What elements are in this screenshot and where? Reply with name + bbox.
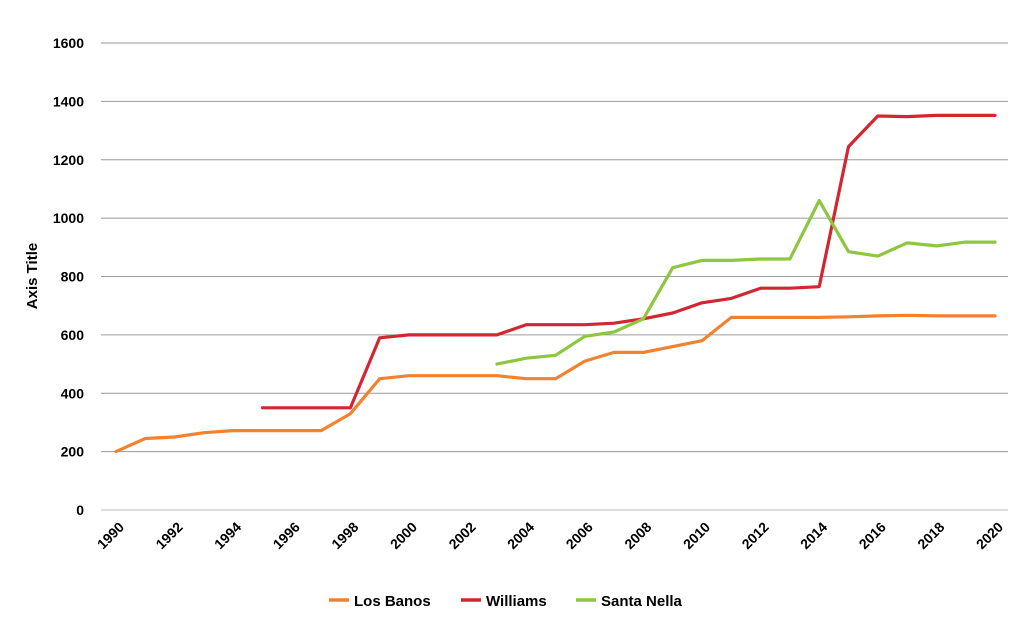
x-tick-label: 2008 <box>621 519 654 552</box>
legend-label-los-banos: Los Banos <box>354 593 431 610</box>
x-tick-label: 2018 <box>914 519 947 552</box>
x-tick-label: 1994 <box>211 519 244 552</box>
x-tick-label: 1992 <box>152 519 185 552</box>
x-tick-label: 2000 <box>387 519 420 552</box>
y-tick-label: 0 <box>76 502 84 518</box>
legend: Los Banos Williams Santa Nella <box>329 593 683 610</box>
y-tick-label: 1000 <box>53 210 84 226</box>
x-tick-label: 2004 <box>504 519 537 552</box>
y-tick-label: 1200 <box>53 152 84 168</box>
y-tick-label: 800 <box>61 269 85 285</box>
x-tick-label: 2002 <box>445 519 478 552</box>
x-tick-label: 2012 <box>738 519 771 552</box>
x-tick-label: 1990 <box>94 519 127 552</box>
x-axis-ticks: 1990 1992 1994 1996 1998 2000 2002 2004 2006 2008… <box>94 519 1006 552</box>
series-lines <box>114 113 997 454</box>
y-axis-ticks: 0 200 400 600 800 1000 1200 1400 1600 <box>53 35 84 518</box>
series-line-williams <box>260 113 997 410</box>
legend-label-santa-nella: Santa Nella <box>601 593 683 610</box>
gridlines <box>101 42 1008 511</box>
y-axis-title: Axis Title <box>24 243 41 309</box>
x-tick-label: 2006 <box>563 519 596 552</box>
series-line-santa-nella <box>495 199 997 366</box>
x-tick-label: 2020 <box>973 519 1006 552</box>
series-line-los-banos <box>114 313 997 454</box>
x-tick-label: 1998 <box>328 519 361 552</box>
y-tick-label: 1600 <box>53 35 84 51</box>
x-tick-label: 2014 <box>797 519 830 552</box>
x-tick-label: 2010 <box>680 519 713 552</box>
y-tick-label: 400 <box>61 385 85 401</box>
x-tick-label: 2016 <box>856 519 889 552</box>
y-tick-label: 600 <box>61 327 85 343</box>
y-tick-label: 200 <box>61 444 85 460</box>
x-tick-label: 1996 <box>270 519 303 552</box>
y-tick-label: 1400 <box>53 93 84 109</box>
legend-label-williams: Williams <box>486 593 547 610</box>
